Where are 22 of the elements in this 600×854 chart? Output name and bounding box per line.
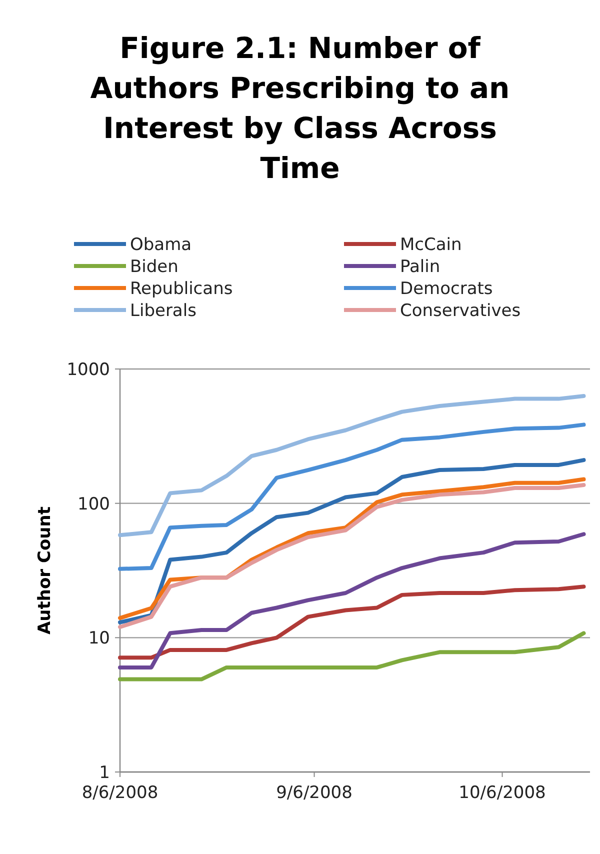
x-tick-label: 10/6/2008 <box>458 783 546 803</box>
legend-label: Palin <box>400 257 440 277</box>
y-axis-title: Author Count <box>35 506 55 634</box>
line-series <box>118 532 586 670</box>
y-tick-label: 1 <box>99 762 110 783</box>
line-series <box>118 631 586 682</box>
x-tick-label: 8/6/2008 <box>82 783 158 803</box>
line-series <box>118 584 586 660</box>
line-series <box>118 422 586 571</box>
legend-label: Liberals <box>130 301 197 321</box>
legend-label: Democrats <box>400 279 493 299</box>
legend-label: Biden <box>130 257 178 277</box>
legend-label: Conservatives <box>400 301 521 321</box>
y-tick-label: 10 <box>88 628 110 649</box>
legend-label: Obama <box>130 235 192 255</box>
line-series <box>118 394 586 538</box>
y-tick-label: 100 <box>78 494 110 514</box>
legend-label: McCain <box>400 235 462 255</box>
chart-title: Figure 2.1: Number of Authors Prescribing to an Interest by Class Across Time <box>90 31 510 185</box>
legend-label: Republicans <box>130 279 233 299</box>
y-tick-label: 1000 <box>66 360 110 380</box>
x-tick-label: 9/6/2008 <box>276 783 352 803</box>
